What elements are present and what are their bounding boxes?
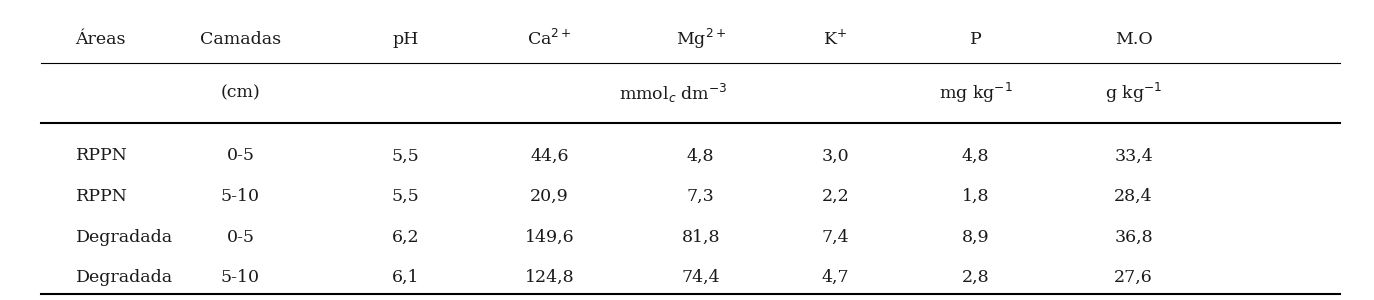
Text: 6,2: 6,2 (392, 229, 419, 245)
Text: Degradada: Degradada (76, 229, 173, 245)
Text: 8,9: 8,9 (962, 229, 989, 245)
Text: 74,4: 74,4 (682, 269, 720, 286)
Text: 7,4: 7,4 (822, 229, 849, 245)
Text: Mg$^{2+}$: Mg$^{2+}$ (676, 27, 725, 51)
Text: (cm): (cm) (221, 85, 260, 101)
Text: mg kg$^{-1}$: mg kg$^{-1}$ (938, 81, 1013, 105)
Text: 7,3: 7,3 (687, 188, 714, 205)
Text: Camadas: Camadas (199, 31, 282, 47)
Text: 5,5: 5,5 (392, 188, 419, 205)
Text: pH: pH (392, 31, 419, 47)
Text: 0-5: 0-5 (227, 148, 254, 164)
Text: 5-10: 5-10 (221, 188, 260, 205)
Text: g kg$^{-1}$: g kg$^{-1}$ (1105, 81, 1162, 105)
Text: 149,6: 149,6 (525, 229, 574, 245)
Text: 44,6: 44,6 (530, 148, 569, 164)
Text: RPPN: RPPN (76, 188, 128, 205)
Text: P: P (970, 31, 981, 47)
Text: 20,9: 20,9 (530, 188, 569, 205)
Text: Degradada: Degradada (76, 269, 173, 286)
Text: M.O: M.O (1114, 31, 1153, 47)
Text: 4,8: 4,8 (687, 148, 714, 164)
Text: 27,6: 27,6 (1114, 269, 1153, 286)
Text: 3,0: 3,0 (822, 148, 849, 164)
Text: 1,8: 1,8 (962, 188, 989, 205)
Text: 81,8: 81,8 (682, 229, 720, 245)
Text: 5,5: 5,5 (392, 148, 419, 164)
Text: RPPN: RPPN (76, 148, 128, 164)
Text: Áreas: Áreas (76, 31, 126, 47)
Text: 2,8: 2,8 (962, 269, 989, 286)
Text: 2,2: 2,2 (822, 188, 849, 205)
Text: Ca$^{2+}$: Ca$^{2+}$ (528, 29, 572, 49)
Text: 0-5: 0-5 (227, 229, 254, 245)
Text: 124,8: 124,8 (525, 269, 574, 286)
Text: 33,4: 33,4 (1114, 148, 1153, 164)
Text: 28,4: 28,4 (1114, 188, 1153, 205)
Text: 4,7: 4,7 (822, 269, 849, 286)
Text: 6,1: 6,1 (392, 269, 419, 286)
Text: 5-10: 5-10 (221, 269, 260, 286)
Text: 4,8: 4,8 (962, 148, 989, 164)
Text: K$^{+}$: K$^{+}$ (823, 29, 848, 49)
Text: mmol$_c$ dm$^{-3}$: mmol$_c$ dm$^{-3}$ (618, 81, 728, 105)
Text: 36,8: 36,8 (1114, 229, 1153, 245)
